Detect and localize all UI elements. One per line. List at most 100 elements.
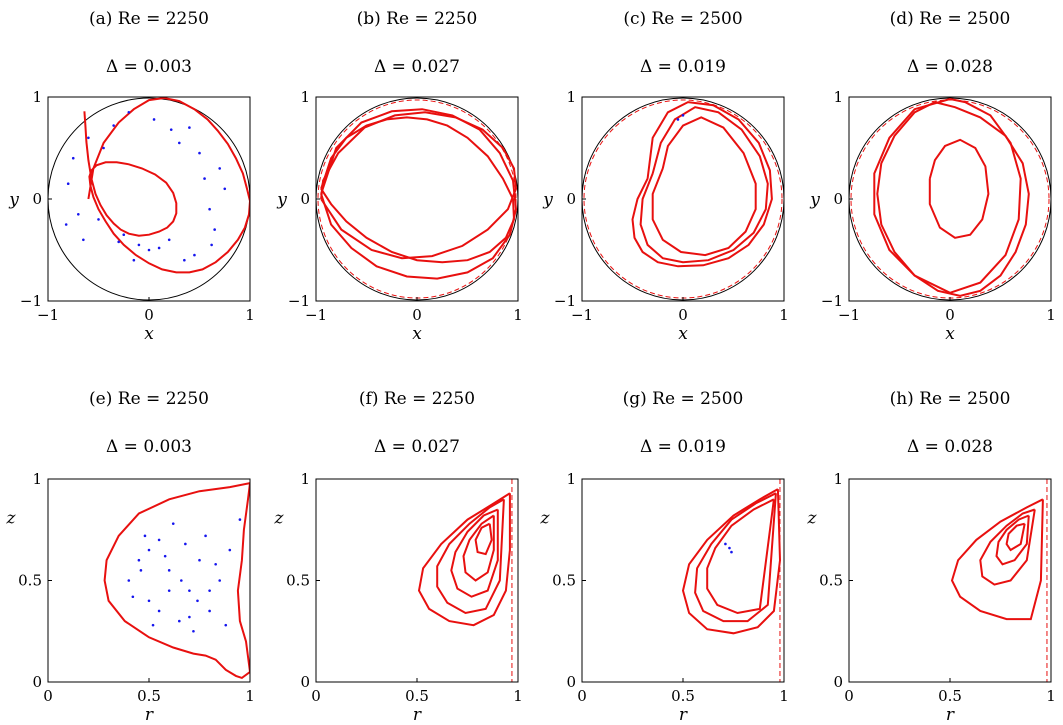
blue-point [157,538,161,542]
blue-point [180,579,183,582]
plot-frame [315,96,519,302]
trajectory-line [928,138,990,239]
dashed-circle [317,99,517,299]
plot-frame [581,96,785,302]
x-tick-label: −1 [838,306,860,324]
x-axis-label: x [945,324,955,344]
blue-point [218,167,221,170]
y-tick-label: 0.5 [18,572,42,590]
x-axis-label: r [946,705,955,725]
x-tick-label: 0.5 [405,687,429,705]
blue-point [196,599,199,603]
blue-point [147,548,151,552]
panel-subtitle: Δ = 0.003 [106,57,192,77]
y-axis-label: z [274,509,285,529]
blue-point [208,207,211,211]
blue-point [188,615,191,619]
trajectory-line [320,111,518,260]
panel-subtitle: Δ = 0.003 [106,437,192,457]
x-tick-label: 0 [678,306,688,324]
blue-point [66,182,70,185]
panel-title: (g) Re = 2500 [623,389,744,409]
blue-point [178,141,181,145]
trajectory-line [651,116,757,257]
panel-f: (f) Re = 2250 Δ = 0.027 0 0.5 1 0 0.5 1 r z [274,389,523,725]
plot-area [873,98,1030,297]
blue-point [208,609,211,613]
plot-area [417,492,511,627]
x-tick-label: −1 [37,306,59,324]
y-tick-label: −1 [20,292,42,310]
trajectory-line [681,488,782,635]
panel-d: (d) Re = 2500 Δ = 0.028 −1 0 1 −1 0 1 x y [809,9,1056,344]
x-tick-label: −1 [305,306,327,324]
panel-title: (f) Re = 2250 [359,389,475,409]
trajectory-line [417,492,511,627]
y-tick-label: 0 [300,190,310,208]
blue-point [131,595,135,599]
cylinder-wall [581,97,785,301]
blue-point [143,534,147,538]
x-tick-label: 0.5 [938,687,962,705]
x-tick-label: −1 [571,306,593,324]
blue-point [167,569,171,572]
y-tick-label: 1 [566,470,576,488]
blue-point [681,114,685,117]
blue-point [157,609,161,613]
x-tick-label: 0 [577,687,587,705]
x-tick-label: 1 [1046,687,1056,705]
x-tick-label: 1 [513,687,523,705]
panel-title: (a) Re = 2250 [89,9,209,29]
trajectory-line [876,101,1030,297]
x-tick-label: 0 [311,687,321,705]
trajectory-line [950,498,1044,621]
trajectory-line [320,108,518,280]
trajectory-line [320,116,516,264]
panel-b: (b) Re = 2250 Δ = 0.027 −1 0 1 −1 0 1 x y [276,9,523,344]
blue-point [132,258,136,262]
y-tick-label: 0 [566,190,576,208]
blue-point [167,238,171,242]
trajectory-line [873,98,1022,294]
trajectory-line [474,522,493,556]
plot-frame [848,478,1052,683]
y-tick-label: 0 [833,673,843,691]
x-tick-label: 0 [144,306,154,324]
blue-point [184,542,187,546]
blue-point [87,136,90,140]
blue-point [214,562,217,566]
panel-e: (e) Re = 2250 Δ = 0.003 0 0.5 1 0 0.5 1 r z [6,389,255,725]
blue-point [171,522,175,525]
blue-point [228,548,232,552]
plot-area [103,482,250,680]
dashed-circle [583,99,783,299]
trajectory-line [436,498,505,615]
y-tick-label: 1 [32,88,42,106]
plot-area [631,101,773,268]
blue-point [117,240,120,244]
y-axis-label: z [540,509,551,529]
blue-point [147,248,151,252]
x-tick-label: 1 [245,687,255,705]
x-axis-label: r [413,705,422,725]
y-tick-label: 1 [300,88,310,106]
x-tick-label: 0 [43,687,53,705]
blue-point [183,258,186,262]
blue-point [730,550,733,554]
blue-point [77,213,80,216]
blue-point [97,218,100,221]
blue-point [203,177,206,180]
panel-subtitle: Δ = 0.028 [907,57,993,77]
y-axis-label: z [807,509,818,529]
blue-point [167,589,171,592]
x-axis-label: r [679,705,688,725]
cylinder-wall [47,97,251,301]
x-tick-label: 1 [513,306,523,324]
y-tick-label: 1 [833,470,843,488]
panel-subtitle: Δ = 0.027 [374,57,460,77]
blue-point [208,589,211,592]
x-tick-label: 1 [779,306,789,324]
blue-point [192,629,195,633]
blue-point [151,623,155,627]
